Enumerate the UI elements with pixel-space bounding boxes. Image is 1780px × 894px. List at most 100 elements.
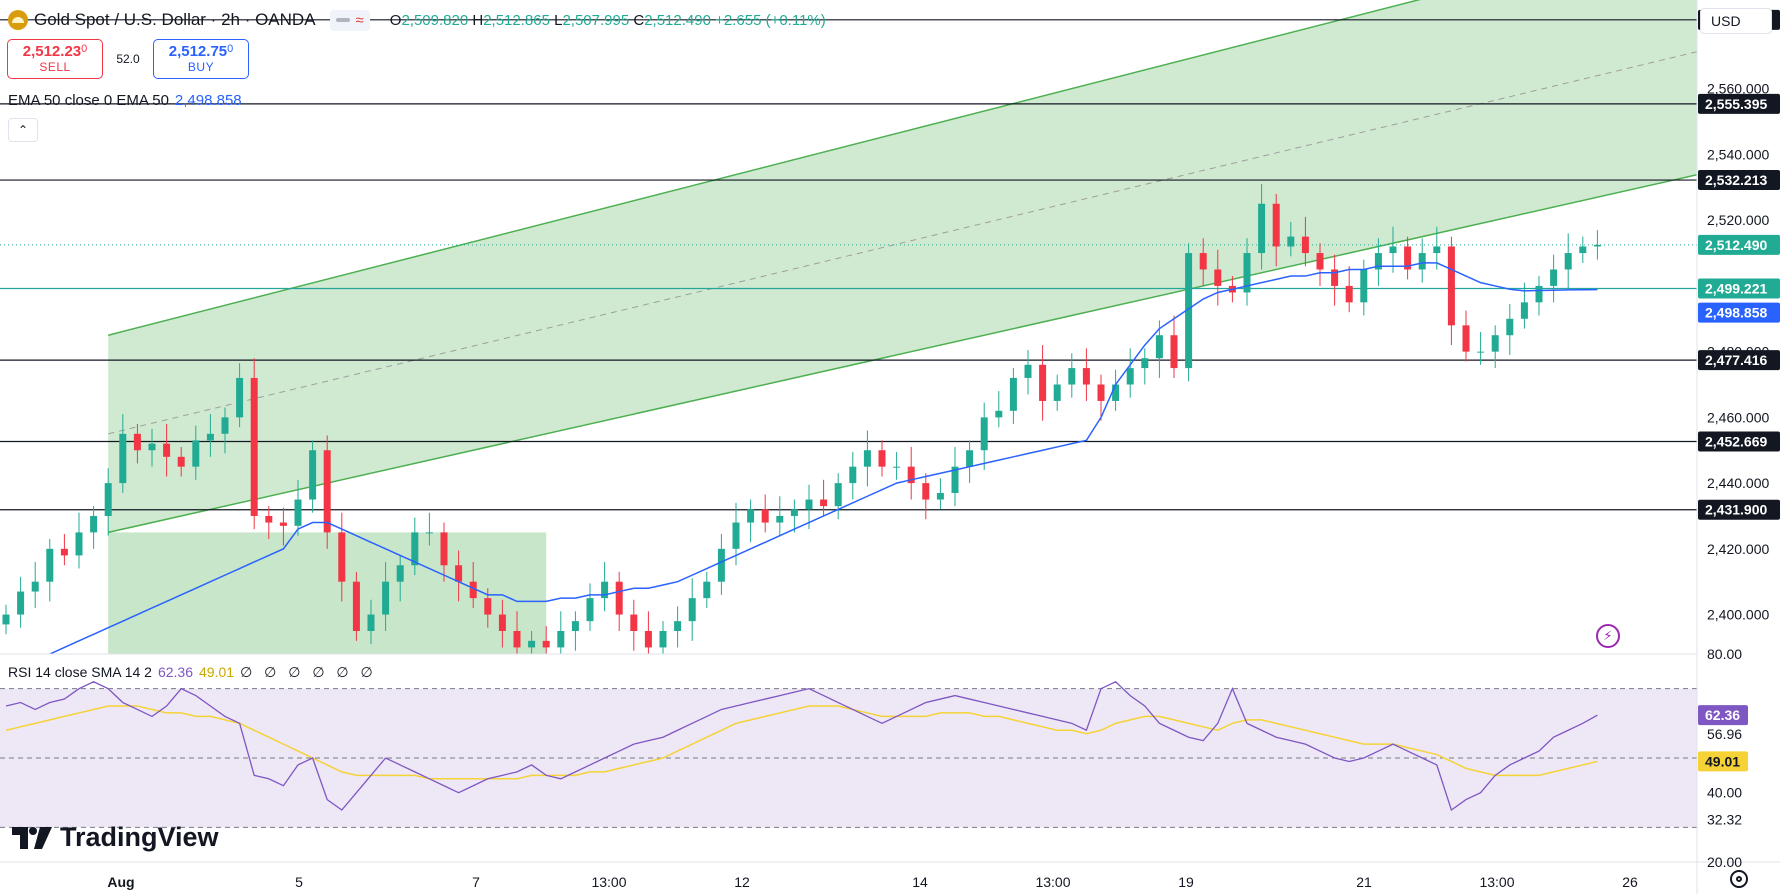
candle-body <box>1141 358 1149 369</box>
candle-body <box>659 630 667 648</box>
level-price-label: 2,555.395 <box>1705 96 1767 112</box>
candle-body <box>382 581 390 615</box>
candle-body <box>469 581 477 599</box>
candle-body <box>1287 236 1295 247</box>
candle-body <box>221 417 229 434</box>
time-tick-label: 19 <box>1178 874 1194 890</box>
price-tick-label: 2,540.000 <box>1707 146 1769 162</box>
candle-body <box>849 466 857 484</box>
candle-body <box>951 466 959 493</box>
candle-body <box>455 565 463 582</box>
gold-symbol-icon <box>8 10 28 30</box>
candle-body <box>1345 285 1353 303</box>
candle-body <box>17 591 25 615</box>
candle-body <box>732 522 740 549</box>
ema-legend[interactable]: EMA 50 close 0 EMA 50 2,498.858 <box>8 92 242 109</box>
candle-body <box>1301 236 1309 254</box>
candle-body <box>1550 269 1558 286</box>
candle-body <box>1214 269 1222 286</box>
candle-body <box>966 450 974 467</box>
time-tick-label: 13:00 <box>1035 874 1070 890</box>
candle-body <box>805 499 813 510</box>
flash-icon[interactable]: ⚡ <box>1596 624 1620 648</box>
candle-body <box>75 532 83 556</box>
rsi-sma-value-label: 49.01 <box>1705 753 1740 769</box>
time-tick-label: 14 <box>912 874 928 890</box>
candle-body <box>1112 384 1120 401</box>
candle-body <box>265 515 273 523</box>
candle-body <box>2 614 10 625</box>
candle-body <box>148 443 156 451</box>
candle-body <box>294 499 302 526</box>
collapse-legend-button[interactable]: ⌃ <box>8 118 38 142</box>
candle-body <box>31 581 39 592</box>
candle-body <box>936 492 944 500</box>
sell-button[interactable]: 2,512.230 SELL <box>7 39 103 79</box>
low-value: 2,507.995 <box>562 11 630 29</box>
candle-body <box>498 614 506 631</box>
candle-body <box>192 440 200 467</box>
ema-price-label: 2,498.858 <box>1705 305 1767 321</box>
candle-body <box>1039 364 1047 401</box>
rsi-legend[interactable]: RSI 14 close SMA 14 2 62.36 49.01 ∅ ∅ ∅ ∅ ∅… <box>8 664 377 681</box>
level-price-label-bg <box>1698 170 1780 191</box>
candle-body <box>893 466 901 468</box>
candle-body <box>119 433 127 484</box>
candle-body <box>1126 368 1134 385</box>
close-value: 2,512.490 <box>644 11 711 29</box>
candle-body <box>1272 203 1280 247</box>
candle-body <box>776 515 784 523</box>
hide-icon <box>335 18 350 22</box>
candle-body <box>557 630 565 648</box>
candle-body <box>367 614 375 631</box>
close-label: C <box>633 11 645 29</box>
candle-body <box>1564 253 1572 270</box>
price-pane <box>0 0 1697 654</box>
channel-base-fill <box>108 532 547 654</box>
currency-selector[interactable]: USD <box>1700 8 1772 34</box>
candle-body <box>907 466 915 484</box>
candle-body <box>703 581 711 599</box>
rsi-legend-empty-values: ∅ ∅ ∅ ∅ ∅ ∅ <box>240 664 377 680</box>
price-tick-label: 2,520.000 <box>1707 212 1769 228</box>
ohlc-readout: O2,509.820 H2,512.865 L2,507.995 C2,512.… <box>390 12 826 29</box>
rsi-line <box>5 680 1598 812</box>
price-tick-label: 2,420.000 <box>1707 541 1769 557</box>
rsi-value-label-bg <box>1698 705 1748 726</box>
time-tick-label: 13:00 <box>1479 874 1514 890</box>
price-tick-label: 2,400.000 <box>1707 607 1769 623</box>
candle-body <box>1360 269 1368 303</box>
open-label: O <box>389 11 402 29</box>
rsi-tick-label: 32.32 <box>1707 811 1742 827</box>
candle-body <box>236 377 244 418</box>
candle-body <box>177 456 185 467</box>
chart-style-toggle[interactable]: ≈ <box>329 9 370 31</box>
last-price-label: 2,512.490 <box>1705 237 1767 253</box>
time-tick-label: 12 <box>734 874 750 890</box>
level-price-label: 2,431.900 <box>1705 502 1767 518</box>
candle-body <box>1404 246 1412 270</box>
candle-body <box>688 598 696 622</box>
buy-button[interactable]: 2,512.750 BUY <box>153 39 249 79</box>
candle-body <box>133 433 141 451</box>
candle-body <box>834 483 842 507</box>
candle-body <box>338 532 346 582</box>
symbol-title[interactable]: Gold Spot / U.S. Dollar · 2h · OANDA <box>34 10 316 29</box>
settings-gear-icon[interactable] <box>1730 870 1748 888</box>
candle-body <box>1068 368 1076 385</box>
price-tick-label: 2,560.000 <box>1707 81 1769 97</box>
candle-body <box>309 450 317 500</box>
candle-body <box>644 630 652 648</box>
rsi-tick-label: 56.96 <box>1707 726 1742 742</box>
rsi-tick-label: 20.00 <box>1707 854 1742 870</box>
candle-body <box>922 483 930 500</box>
candle-body <box>586 598 594 622</box>
tradingview-wordmark: TradingView <box>60 822 219 852</box>
candle-body <box>206 433 214 441</box>
tradingview-logo[interactable]: TradingView <box>12 822 219 853</box>
candle-body <box>1316 253 1324 270</box>
candle-body <box>615 581 623 615</box>
candle-body <box>1418 253 1426 270</box>
ema-price-label-bg <box>1698 302 1780 323</box>
